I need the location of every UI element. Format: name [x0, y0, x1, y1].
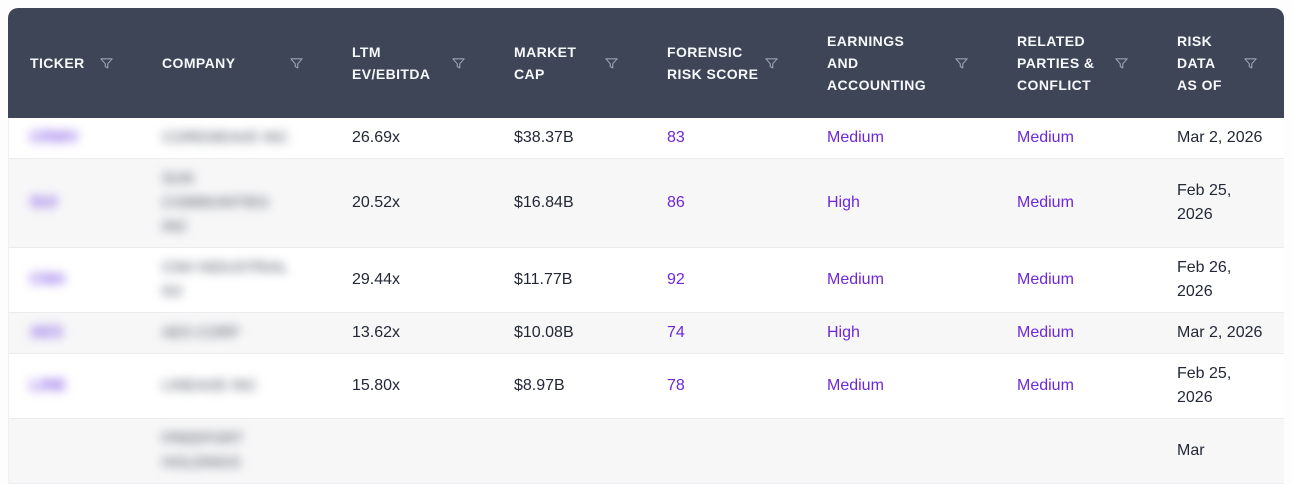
- filter-icon[interactable]: [99, 56, 114, 71]
- earnings-accounting-rating[interactable]: High: [827, 194, 860, 211]
- related-parties-rating[interactable]: Medium: [1017, 271, 1074, 288]
- earnings-accounting-rating[interactable]: High: [827, 324, 860, 341]
- ltm-ev-ebitda-value: 29.44x: [352, 271, 401, 288]
- company-name: COREWEAVE INC: [162, 129, 289, 146]
- forensic-risk-score-link[interactable]: 92: [667, 271, 685, 288]
- forensic-risk-score-link[interactable]: 74: [667, 324, 685, 341]
- column-header-market-cap: MARKET CAP: [492, 8, 645, 118]
- forensic-risk-score-link[interactable]: 86: [667, 194, 685, 211]
- market-cap-value: $8.97B: [514, 377, 565, 394]
- market-cap-value: $38.37B: [514, 129, 574, 146]
- forensic-risk-score-link[interactable]: 83: [667, 129, 685, 146]
- earnings-accounting-rating[interactable]: Medium: [827, 129, 884, 146]
- column-label: COMPANY: [162, 55, 236, 71]
- company-name: CNH INDUSTRIAL NV: [162, 259, 288, 300]
- table-row: CRWV COREWEAVE INC 26.69x $38.37B 83 Med…: [9, 118, 1284, 159]
- ltm-ev-ebitda-value: 26.69x: [352, 129, 401, 146]
- related-parties-rating[interactable]: Medium: [1017, 377, 1074, 394]
- earnings-accounting-rating[interactable]: Medium: [827, 377, 884, 394]
- filter-icon[interactable]: [451, 56, 466, 71]
- table-row: FREEPORT HOLDINGS Mar: [9, 419, 1284, 484]
- column-header-risk-data-as-of: RISK DATA AS OF: [1155, 8, 1284, 118]
- risk-data-date: Feb 26, 2026: [1177, 259, 1232, 300]
- market-cap-value: $10.08B: [514, 324, 574, 341]
- column-header-related-parties-conflict: RELATED PARTIES & CONFLICT: [995, 8, 1155, 118]
- column-header-forensic-risk-score: FORENSIC RISK SCORE: [645, 8, 805, 118]
- risk-data-date: Mar 2, 2026: [1177, 324, 1263, 341]
- ticker-link[interactable]: LINE: [30, 377, 67, 394]
- column-label: EARNINGS AND ACCOUNTING: [827, 33, 927, 93]
- risk-data-date: Feb 25, 2026: [1177, 365, 1232, 406]
- company-name: FREEPORT HOLDINGS: [162, 430, 244, 471]
- ltm-ev-ebitda-value: 13.62x: [352, 324, 401, 341]
- filter-icon[interactable]: [1114, 56, 1129, 71]
- filter-icon[interactable]: [764, 56, 779, 71]
- ticker-link[interactable]: AES: [30, 324, 63, 341]
- column-label: LTM EV/EBITDA: [352, 44, 431, 82]
- earnings-accounting-rating[interactable]: Medium: [827, 271, 884, 288]
- forensic-risk-score-link[interactable]: 78: [667, 377, 685, 394]
- related-parties-rating[interactable]: Medium: [1017, 129, 1074, 146]
- table-row: CNH CNH INDUSTRIAL NV 29.44x $11.77B 92 …: [9, 248, 1284, 313]
- risk-data-date: Feb 25, 2026: [1177, 182, 1232, 223]
- company-name: AES CORP: [162, 324, 240, 341]
- ticker-link[interactable]: CRWV: [30, 129, 79, 146]
- column-label: TICKER: [30, 55, 85, 71]
- column-header-earnings-and-accounting: EARNINGS AND ACCOUNTING: [805, 8, 995, 118]
- company-name: LINEAGE INC: [162, 377, 258, 394]
- column-header-ltm-ev-ebitda: LTM EV/EBITDA: [330, 8, 492, 118]
- related-parties-rating[interactable]: Medium: [1017, 194, 1074, 211]
- column-label: RELATED PARTIES & CONFLICT: [1017, 33, 1095, 93]
- table-row: AES AES CORP 13.62x $10.08B 74 High Medi…: [9, 313, 1284, 354]
- table-row: SUI SUN COMMUNITIES INC 20.52x $16.84B 8…: [9, 159, 1284, 248]
- column-label: RISK DATA AS OF: [1177, 33, 1222, 93]
- filter-icon[interactable]: [954, 56, 969, 71]
- risk-data-date: Mar 2, 2026: [1177, 129, 1263, 146]
- filter-icon[interactable]: [1243, 56, 1258, 71]
- table-body: CRWV COREWEAVE INC 26.69x $38.37B 83 Med…: [8, 118, 1284, 484]
- column-label: MARKET CAP: [514, 44, 577, 82]
- column-label: FORENSIC RISK SCORE: [667, 44, 759, 82]
- column-header-company: COMPANY: [140, 8, 330, 118]
- column-header-ticker: TICKER: [8, 8, 140, 118]
- ticker-link[interactable]: SUI: [30, 194, 57, 211]
- related-parties-rating[interactable]: Medium: [1017, 324, 1074, 341]
- market-cap-value: $16.84B: [514, 194, 574, 211]
- table-row: LINE LINEAGE INC 15.80x $8.97B 78 Medium…: [9, 354, 1284, 419]
- company-name: SUN COMMUNITIES INC: [162, 170, 269, 235]
- table-header-row: TICKER COMPANY LTM EV/EBITDA MARKET CAP …: [8, 8, 1284, 118]
- ltm-ev-ebitda-value: 15.80x: [352, 377, 401, 394]
- risk-data-date: Mar: [1177, 442, 1205, 459]
- ticker-link[interactable]: CNH: [30, 271, 65, 288]
- market-cap-value: $11.77B: [514, 271, 573, 288]
- filter-icon[interactable]: [604, 56, 619, 71]
- ltm-ev-ebitda-value: 20.52x: [352, 194, 401, 211]
- filter-icon[interactable]: [289, 56, 304, 71]
